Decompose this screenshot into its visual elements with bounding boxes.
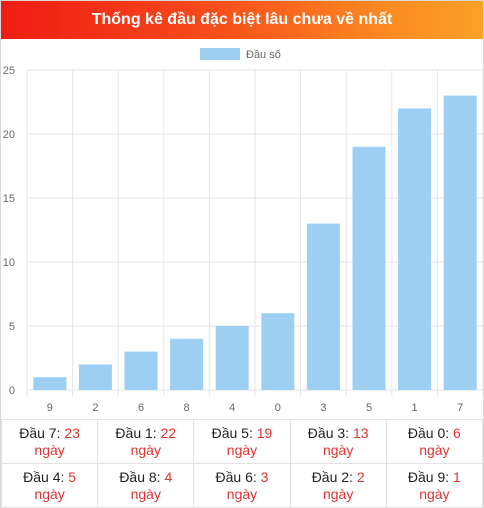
grid-lines [26,69,483,396]
bar-2[interactable] [78,364,112,390]
stats-label: Đầu 7: [19,424,65,441]
stats-value: 6 [453,424,461,441]
x-tick-label: 3 [320,402,326,414]
x-tick-label: 9 [47,402,53,414]
bar-7[interactable] [443,95,477,390]
bar-8[interactable] [170,338,204,390]
stats-table: Đầu 7: 23 ngày Đầu 1: 22 ngày Đầu 5: 19 ngày Đ… [0,419,484,508]
stats-value: 13 [352,424,369,441]
header-bar: Thống kê đầu đặc biệt lâu chưa về nhất [1,1,483,39]
stats-value: 22 [160,424,177,441]
x-tick-label: 0 [275,402,281,414]
stats-unit: ngày [226,441,258,458]
stats-cell: Đầu 2: 2 ngày [289,463,387,508]
stats-value: 1 [453,468,461,485]
stats-label: Đầu 8: [119,468,165,485]
stats-row: Đầu 4: 5 ngày Đầu 8: 4 ngày Đầu 6: 3 ngày Đầu … [0,463,484,508]
legend-swatch [200,48,240,60]
bar-9[interactable] [33,377,67,390]
stats-value: 2 [356,468,365,485]
stats-label: Đầu 5: [211,424,257,441]
stats-value: 3 [260,468,269,485]
stats-cell: Đầu 5: 19 ngày [193,419,291,464]
stats-cell: Đầu 1: 22 ngày [97,419,195,464]
stats-label: Đầu 9: [407,468,454,485]
stats-label: Đầu 0: [407,424,454,441]
chart-title: Thống kê đầu đặc biệt lâu chưa về nhất [91,11,393,28]
stats-cell: Đầu 9: 1 ngày [385,463,484,508]
stats-unit: ngày [34,441,65,458]
y-tick-label: 20 [3,129,15,141]
stats-label: Đầu 6: [215,468,261,485]
bar-3[interactable] [306,223,340,390]
x-tick-label: 5 [366,402,372,414]
stats-value: 4 [164,468,173,485]
stats-cell: Đầu 3: 13 ngày [289,419,387,464]
x-axis-ticks: 9 2 6 8 4 0 3 5 1 7 [47,402,464,414]
stats-unit: ngày [226,485,258,502]
stats-cell: Đầu 7: 23 ngày [0,419,99,464]
bar-6[interactable] [124,351,158,390]
stats-label: Đầu 3: [307,424,353,441]
stats-unit: ngày [419,441,450,458]
x-tick-label: 6 [138,402,144,414]
legend[interactable]: Đầu số [200,48,281,61]
stats-row: Đầu 7: 23 ngày Đầu 1: 22 ngày Đầu 5: 19 ngày Đ… [0,419,484,464]
x-tick-label: 7 [457,402,463,414]
y-axis-ticks: 0 5 10 15 20 25 [3,65,15,397]
bar-5[interactable] [352,146,386,390]
x-tick-label: 2 [92,402,98,414]
bar-chart: Đầu số 0 5 10 15 20 25 9 2 6 8 4 0 3 5 1 7 [3,48,483,414]
y-tick-label: 10 [3,257,15,269]
legend-label: Đầu số [246,49,281,61]
stats-unit: ngày [130,485,161,502]
y-tick-label: 15 [3,193,15,205]
bar-4[interactable] [215,326,249,390]
stats-label: Đầu 4: [23,468,69,485]
stats-unit: ngày [322,485,354,502]
bar-0[interactable] [261,313,295,390]
stats-cell: Đầu 4: 5 ngày [0,463,99,508]
stats-unit: ngày [34,485,65,502]
stats-value: 23 [64,424,80,441]
x-tick-label: 4 [229,402,235,414]
stats-unit: ngày [322,441,354,458]
y-tick-label: 0 [9,385,15,397]
stats-cell: Đầu 8: 4 ngày [97,463,195,508]
x-tick-label: 1 [412,402,418,414]
x-tick-label: 8 [184,402,190,414]
stats-cell: Đầu 0: 6 ngày [385,419,484,464]
y-tick-label: 25 [3,65,15,77]
y-tick-label: 5 [9,321,15,333]
stats-label: Đầu 2: [311,468,357,485]
stats-unit: ngày [130,441,161,458]
stats-value: 5 [68,468,77,485]
bar-1[interactable] [398,108,432,391]
bars [33,95,477,391]
stats-unit: ngày [419,485,450,502]
stats-label: Đầu 1: [115,424,161,441]
stats-value: 19 [256,424,273,441]
stats-cell: Đầu 6: 3 ngày [193,463,291,508]
